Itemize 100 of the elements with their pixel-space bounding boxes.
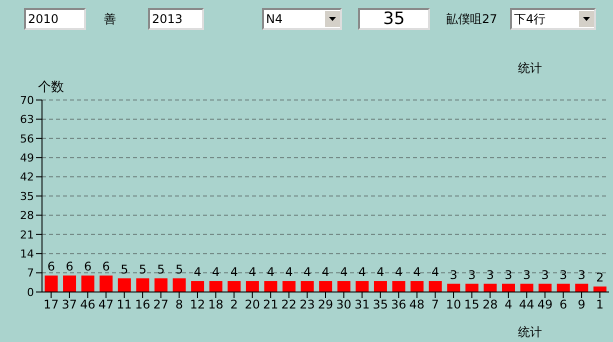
bar bbox=[593, 286, 606, 292]
bar bbox=[428, 281, 442, 292]
bar bbox=[502, 284, 515, 292]
bar bbox=[374, 281, 387, 292]
bar bbox=[191, 281, 204, 292]
bar bbox=[538, 284, 552, 292]
x-tick-label: 27 bbox=[153, 298, 169, 312]
x-tick-label: 36 bbox=[391, 298, 406, 312]
data-label: 4 bbox=[322, 265, 330, 280]
data-label: 4 bbox=[194, 265, 202, 280]
bar bbox=[337, 281, 350, 292]
x-tick-label: 2 bbox=[230, 298, 238, 312]
y-tick-label: 49 bbox=[20, 152, 34, 165]
bar bbox=[556, 284, 570, 292]
data-label: 5 bbox=[175, 262, 184, 276]
data-label: 4 bbox=[266, 265, 275, 280]
data-label: 5 bbox=[120, 262, 128, 276]
data-label: 6 bbox=[84, 260, 92, 274]
bar bbox=[228, 281, 241, 292]
bar bbox=[410, 281, 424, 292]
x-tick-label: 8 bbox=[175, 298, 183, 312]
bar bbox=[136, 278, 150, 292]
x-tick-label: 18 bbox=[208, 298, 224, 312]
bar bbox=[484, 284, 497, 292]
x-tick-label: 35 bbox=[372, 298, 388, 312]
x-tick-label: 10 bbox=[446, 298, 462, 312]
bar bbox=[465, 284, 478, 292]
bar bbox=[154, 278, 168, 292]
data-label: 4 bbox=[340, 265, 348, 280]
x-tick-label: 1 bbox=[596, 298, 604, 312]
data-label: 3 bbox=[450, 268, 458, 282]
data-label: 5 bbox=[157, 262, 165, 276]
data-label: 3 bbox=[522, 268, 531, 282]
x-tick-label: 6 bbox=[559, 298, 568, 312]
bar bbox=[300, 281, 314, 292]
data-label: 4 bbox=[212, 265, 220, 280]
y-tick-label: 14 bbox=[20, 248, 34, 261]
x-tick-label: 37 bbox=[62, 298, 78, 312]
bar bbox=[209, 281, 222, 292]
y-tick-label: 0 bbox=[27, 286, 34, 299]
y-tick-label: 70 bbox=[20, 94, 34, 107]
bar bbox=[100, 276, 113, 292]
x-tick-label: 23 bbox=[300, 298, 315, 312]
bar bbox=[118, 278, 131, 292]
data-label: 6 bbox=[102, 260, 110, 274]
x-tick-label: 12 bbox=[190, 298, 206, 312]
data-label: 4 bbox=[432, 265, 440, 280]
x-axis-title: 统计 bbox=[518, 324, 542, 341]
y-tick-label: 21 bbox=[20, 228, 34, 242]
x-tick-label: 31 bbox=[354, 298, 370, 312]
text-field: 2010 bbox=[24, 8, 86, 30]
x-tick-label: 15 bbox=[464, 298, 480, 312]
bar bbox=[246, 281, 259, 292]
x-tick-label: 7 bbox=[431, 298, 440, 312]
bar bbox=[392, 281, 406, 292]
chart-title: 统计 bbox=[518, 60, 542, 77]
x-tick-label: 21 bbox=[262, 298, 278, 312]
dropdown: 下4行 bbox=[510, 8, 596, 30]
dropdown: N4 bbox=[262, 8, 342, 30]
x-tick-label: 16 bbox=[134, 298, 150, 312]
text: 畆僕咀27 bbox=[446, 10, 498, 28]
bar bbox=[63, 276, 76, 292]
bar bbox=[81, 276, 94, 292]
bar bbox=[282, 281, 296, 292]
bar bbox=[172, 278, 186, 292]
y-tick-label: 56 bbox=[20, 132, 34, 146]
x-tick-label: 47 bbox=[98, 298, 114, 312]
data-label: 4 bbox=[303, 265, 312, 280]
y-tick-label: 35 bbox=[20, 190, 34, 203]
bar bbox=[447, 284, 460, 292]
x-tick-label: 28 bbox=[482, 298, 498, 312]
bar bbox=[356, 281, 369, 292]
data-label: 4 bbox=[376, 265, 384, 280]
x-tick-label: 22 bbox=[281, 298, 297, 312]
data-label: 6 bbox=[47, 260, 56, 274]
bar bbox=[264, 281, 278, 292]
data-label: 4 bbox=[358, 265, 366, 280]
data-label: 3 bbox=[560, 268, 568, 282]
data-label: 4 bbox=[285, 265, 293, 280]
x-tick-label: 49 bbox=[537, 298, 553, 312]
data-label: 5 bbox=[138, 262, 147, 276]
data-label: 4 bbox=[230, 265, 238, 280]
bar bbox=[319, 281, 332, 292]
data-label: 3 bbox=[486, 268, 494, 282]
y-tick-label: 28 bbox=[20, 209, 34, 222]
y-tick-label: 42 bbox=[20, 170, 34, 184]
data-label: 4 bbox=[248, 265, 256, 280]
text-field: 2013 bbox=[148, 8, 204, 30]
data-label: 6 bbox=[66, 260, 74, 274]
x-tick-label: 20 bbox=[244, 298, 260, 312]
bar bbox=[44, 276, 58, 292]
x-tick-label: 46 bbox=[80, 298, 96, 312]
x-tick-label: 29 bbox=[318, 298, 334, 312]
data-label: 2 bbox=[596, 270, 604, 285]
x-tick-label: 9 bbox=[578, 298, 586, 312]
data-label: 4 bbox=[394, 265, 403, 280]
text: 善 bbox=[104, 10, 117, 28]
x-tick-label: 17 bbox=[44, 298, 59, 312]
y-tick-label: 7 bbox=[27, 266, 34, 280]
data-label: 4 bbox=[413, 265, 421, 280]
